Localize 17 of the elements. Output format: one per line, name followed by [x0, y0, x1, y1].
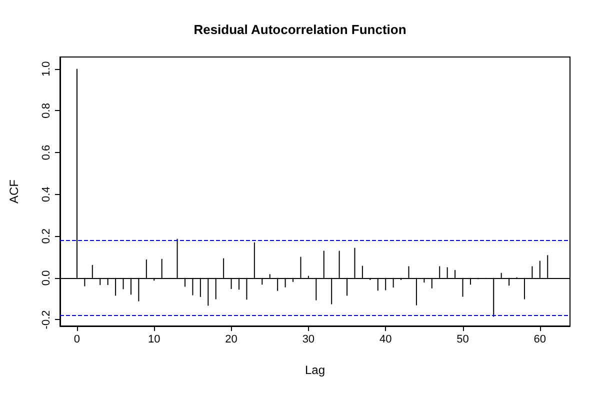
y-tick-label: 0.2	[40, 228, 52, 244]
y-tick-label: 0.8	[40, 103, 52, 118]
x-tick-label: 40	[379, 334, 392, 346]
y-tick-label: 1.0	[40, 61, 52, 77]
y-axis-title: ACF	[7, 180, 21, 204]
x-tick-label: 30	[302, 334, 315, 346]
y-tick-label: 0.6	[40, 144, 52, 160]
y-tick-label: -0.2	[40, 310, 52, 330]
y-tick-label: 0.0	[40, 270, 52, 286]
x-tick-label: 60	[534, 334, 546, 346]
x-tick-label: 10	[148, 334, 160, 346]
chart-title: Residual Autocorrelation Function	[194, 22, 406, 37]
x-tick-label: 0	[74, 334, 80, 346]
x-tick-label: 20	[225, 334, 238, 346]
x-axis-title: Lag	[304, 363, 326, 377]
x-tick-label: 50	[456, 334, 469, 346]
y-tick-label: 0.4	[40, 186, 52, 202]
